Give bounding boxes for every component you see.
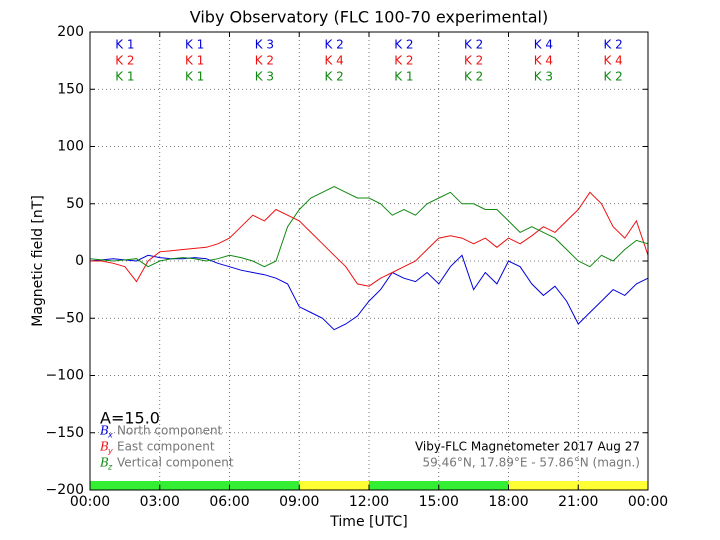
y-tick-label: 100 bbox=[57, 139, 84, 155]
x-tick-label: 06:00 bbox=[209, 494, 249, 510]
k-index: K 4 bbox=[603, 54, 622, 68]
k-index: K 1 bbox=[185, 38, 204, 52]
k-index: K 2 bbox=[255, 54, 274, 68]
k-index: K 2 bbox=[464, 70, 483, 84]
k-index: K 4 bbox=[534, 54, 553, 68]
y-tick-label: 150 bbox=[57, 81, 84, 97]
k-index: K 3 bbox=[534, 70, 553, 84]
k-index: K 1 bbox=[115, 70, 134, 84]
k-index: K 1 bbox=[115, 38, 134, 52]
k-index: K 2 bbox=[464, 38, 483, 52]
k-index: K 2 bbox=[394, 38, 413, 52]
x-tick-label: 15:00 bbox=[419, 494, 459, 510]
legend-label: North component bbox=[117, 424, 223, 438]
activity-segment bbox=[159, 481, 230, 490]
k-index: K 3 bbox=[255, 70, 274, 84]
legend-subscript: x bbox=[107, 431, 113, 440]
x-tick-label: 21:00 bbox=[558, 494, 598, 510]
activity-segment bbox=[369, 481, 439, 490]
k-index: K 1 bbox=[394, 70, 413, 84]
k-index: K 1 bbox=[185, 70, 204, 84]
x-tick-label: 00:00 bbox=[70, 494, 110, 510]
x-axis-label: Time [UTC] bbox=[329, 514, 407, 530]
activity-segment bbox=[508, 481, 579, 490]
k-index: K 2 bbox=[464, 54, 483, 68]
k-index: K 4 bbox=[324, 54, 343, 68]
activity-segment bbox=[299, 481, 369, 490]
legend-symbol: B bbox=[99, 424, 109, 438]
legend-label: East component bbox=[117, 440, 215, 454]
legend-label: Vertical component bbox=[117, 456, 234, 470]
series-line bbox=[89, 254, 649, 331]
station-annotation: Viby-FLC Magnetometer 2017 Aug 27 bbox=[415, 440, 640, 454]
k-index: K 2 bbox=[115, 54, 134, 68]
y-tick-label: 0 bbox=[75, 253, 84, 269]
y-axis-label: Magnetic field [nT] bbox=[30, 195, 46, 327]
legend-subscript: y bbox=[107, 447, 113, 456]
k-index: K 4 bbox=[534, 38, 553, 52]
series-line bbox=[90, 191, 649, 287]
x-tick-label: 18:00 bbox=[488, 494, 528, 510]
legend-subscript: z bbox=[107, 463, 113, 472]
y-tick-label: 200 bbox=[57, 24, 84, 40]
series-line bbox=[89, 186, 649, 268]
y-tick-label: −100 bbox=[46, 368, 84, 384]
legend-symbol: B bbox=[99, 440, 109, 454]
y-tick-label: −200 bbox=[46, 482, 84, 498]
chart-title: Viby Observatory (FLC 100-70 experimenta… bbox=[190, 8, 549, 27]
activity-segment bbox=[229, 481, 300, 490]
activity-segment bbox=[438, 481, 509, 490]
activity-segment bbox=[90, 481, 160, 490]
activity-segment bbox=[578, 481, 648, 490]
plot-frame bbox=[89, 31, 649, 491]
x-tick-label: 00:00 bbox=[628, 494, 668, 510]
legend-symbol: B bbox=[99, 456, 109, 470]
location-annotation: 59.46°N, 17.89°E - 57.86°N (magn.) bbox=[423, 456, 640, 470]
y-tick-label: 50 bbox=[66, 196, 84, 212]
k-index: K 3 bbox=[255, 38, 274, 52]
x-tick-label: 03:00 bbox=[140, 494, 180, 510]
k-index: K 2 bbox=[603, 70, 622, 84]
x-tick-label: 09:00 bbox=[279, 494, 319, 510]
k-index: K 2 bbox=[324, 38, 343, 52]
k-index: K 2 bbox=[603, 38, 622, 52]
k-index: K 1 bbox=[185, 54, 204, 68]
activity-annotation: A=15.0 bbox=[100, 409, 160, 428]
y-tick-label: −150 bbox=[46, 425, 84, 441]
x-tick-label: 12:00 bbox=[349, 494, 389, 510]
y-tick-label: −50 bbox=[54, 310, 84, 326]
k-index: K 2 bbox=[394, 54, 413, 68]
k-index: K 2 bbox=[324, 70, 343, 84]
